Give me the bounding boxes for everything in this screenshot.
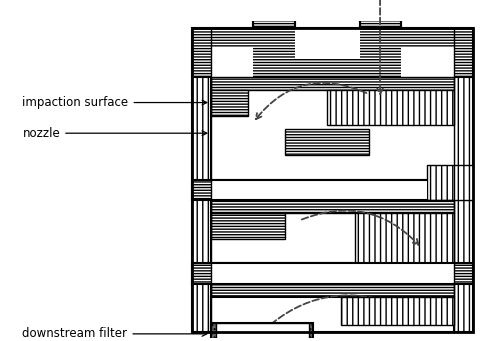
Bar <box>192 263 473 284</box>
Bar <box>211 200 454 213</box>
Bar <box>211 323 313 341</box>
Text: downstream filter: downstream filter <box>22 327 207 340</box>
Bar <box>216 323 308 341</box>
Bar <box>192 180 473 200</box>
Bar <box>402 47 454 76</box>
Bar <box>211 200 454 284</box>
Bar <box>211 284 454 297</box>
Bar <box>192 284 211 332</box>
Bar <box>286 129 369 154</box>
Text: impaction surface: impaction surface <box>22 96 207 109</box>
Bar <box>211 284 454 332</box>
Bar <box>454 284 473 332</box>
Bar <box>192 76 211 200</box>
Bar <box>211 297 454 332</box>
Bar <box>192 200 211 284</box>
Bar <box>192 28 473 332</box>
Bar <box>426 165 473 200</box>
Bar <box>355 213 454 264</box>
Bar <box>211 76 454 90</box>
Bar <box>211 90 248 116</box>
Bar <box>253 0 294 28</box>
Bar <box>294 28 360 58</box>
Bar <box>211 180 426 200</box>
Bar <box>192 28 473 76</box>
Bar <box>341 297 454 325</box>
Bar <box>211 263 454 284</box>
Bar <box>327 90 454 125</box>
Bar <box>211 76 454 200</box>
Bar <box>454 200 473 284</box>
Bar <box>211 213 286 239</box>
Bar <box>211 47 253 76</box>
Bar <box>360 0 402 28</box>
Text: nozzle: nozzle <box>22 127 207 140</box>
Bar <box>454 76 473 200</box>
